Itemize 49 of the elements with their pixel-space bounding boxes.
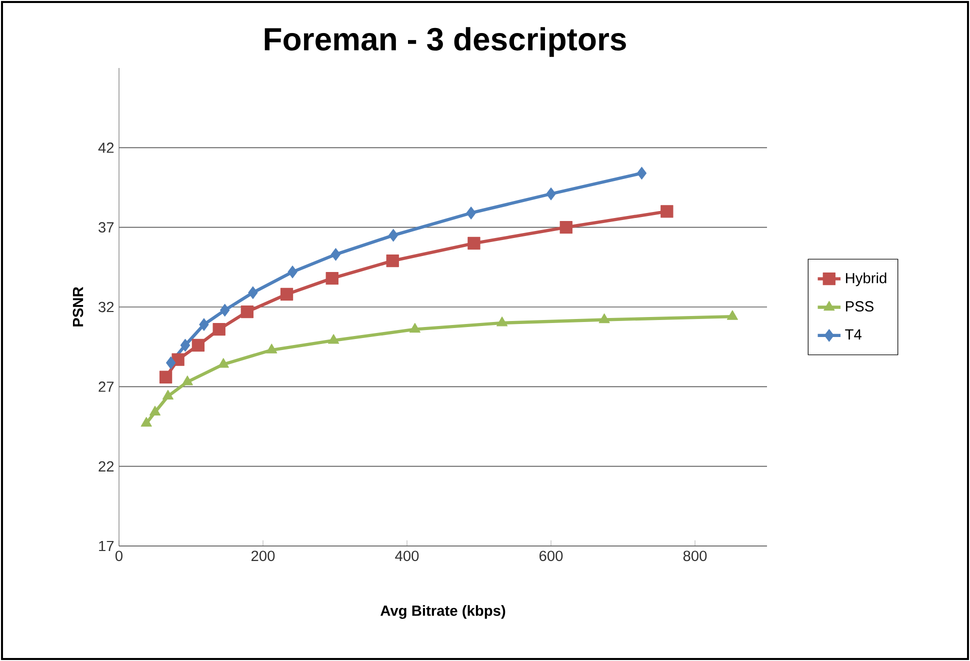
point <box>496 316 508 326</box>
point <box>220 304 230 317</box>
point <box>248 286 258 299</box>
y-axis-title: PSNR <box>72 286 84 326</box>
point <box>560 220 572 234</box>
point <box>192 338 205 352</box>
point <box>149 406 161 416</box>
point <box>266 344 278 354</box>
y-tick-label: 32 <box>98 302 114 312</box>
x-tick-label: 800 <box>683 550 707 562</box>
x-tick-label: 600 <box>540 550 563 562</box>
legend-label: T4 <box>845 329 862 340</box>
point <box>199 318 209 331</box>
x-tick-label: 200 <box>252 550 275 562</box>
point <box>162 390 174 400</box>
x-axis-title: Avg Bitrate (kbps) <box>380 605 506 619</box>
point <box>326 272 338 285</box>
point <box>466 206 476 220</box>
y-tick-label: 42 <box>98 142 114 153</box>
y-tick-label: 17 <box>99 540 114 552</box>
point <box>660 205 674 218</box>
point <box>240 305 254 318</box>
point <box>280 288 294 301</box>
point <box>180 338 190 352</box>
point <box>140 416 152 427</box>
point <box>182 376 193 386</box>
y-tick-label: 27 <box>98 382 114 392</box>
legend-label: PSS <box>846 301 874 312</box>
chart-title: Foreman - 3 descriptors <box>264 27 626 57</box>
y-tick-label: 22 <box>98 461 114 472</box>
point <box>636 166 647 180</box>
point <box>388 228 398 242</box>
x-tick-label: 400 <box>395 550 419 562</box>
point <box>546 188 556 200</box>
point <box>212 322 226 336</box>
point <box>330 248 341 261</box>
x-tick-label: 0 <box>115 550 122 562</box>
y-tick-label: 37 <box>98 222 114 233</box>
point <box>288 266 298 278</box>
point <box>159 370 172 384</box>
point <box>386 254 399 268</box>
point <box>409 322 420 333</box>
point <box>166 356 176 370</box>
point <box>598 313 610 324</box>
point <box>218 358 229 368</box>
point <box>328 334 340 344</box>
point <box>468 236 480 250</box>
legend-label: Hybrid <box>846 272 886 286</box>
point <box>726 310 738 320</box>
